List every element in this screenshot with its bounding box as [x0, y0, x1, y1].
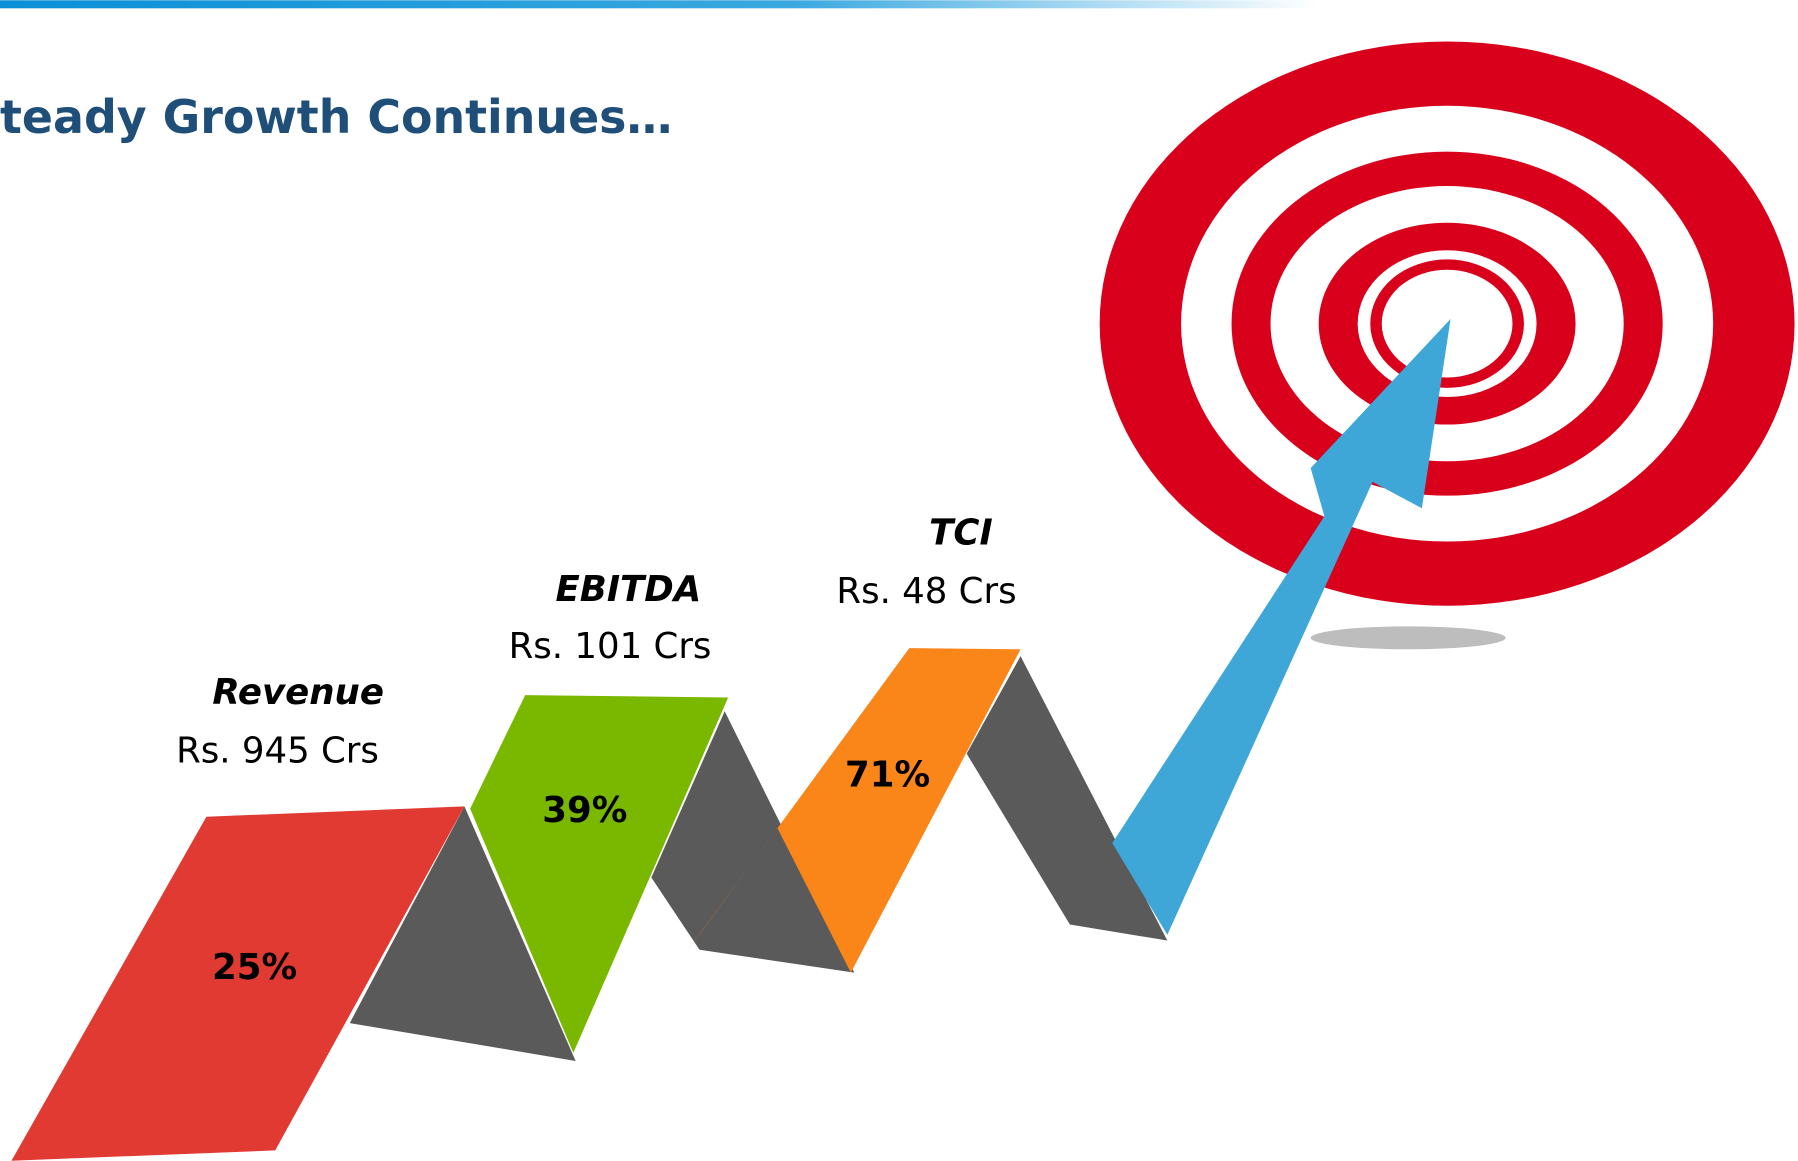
item-amount: Rs. 945 Crs — [176, 731, 379, 772]
item-amount: Rs. 48 Crs — [836, 571, 1016, 612]
item-label: Revenue — [212, 672, 384, 713]
item-label: EBITDA — [555, 569, 701, 610]
item-growth: 25% — [212, 947, 297, 988]
target — [1099, 41, 1795, 650]
title: teady Growth Continues… — [0, 90, 672, 144]
item-growth: 39% — [542, 790, 627, 831]
item-growth: 71% — [845, 755, 930, 796]
top-bar — [0, 0, 1319, 9]
item-amount: Rs. 101 Crs — [509, 626, 712, 667]
growth-ribbon — [11, 319, 1451, 1161]
item-label: TCI — [929, 513, 993, 554]
